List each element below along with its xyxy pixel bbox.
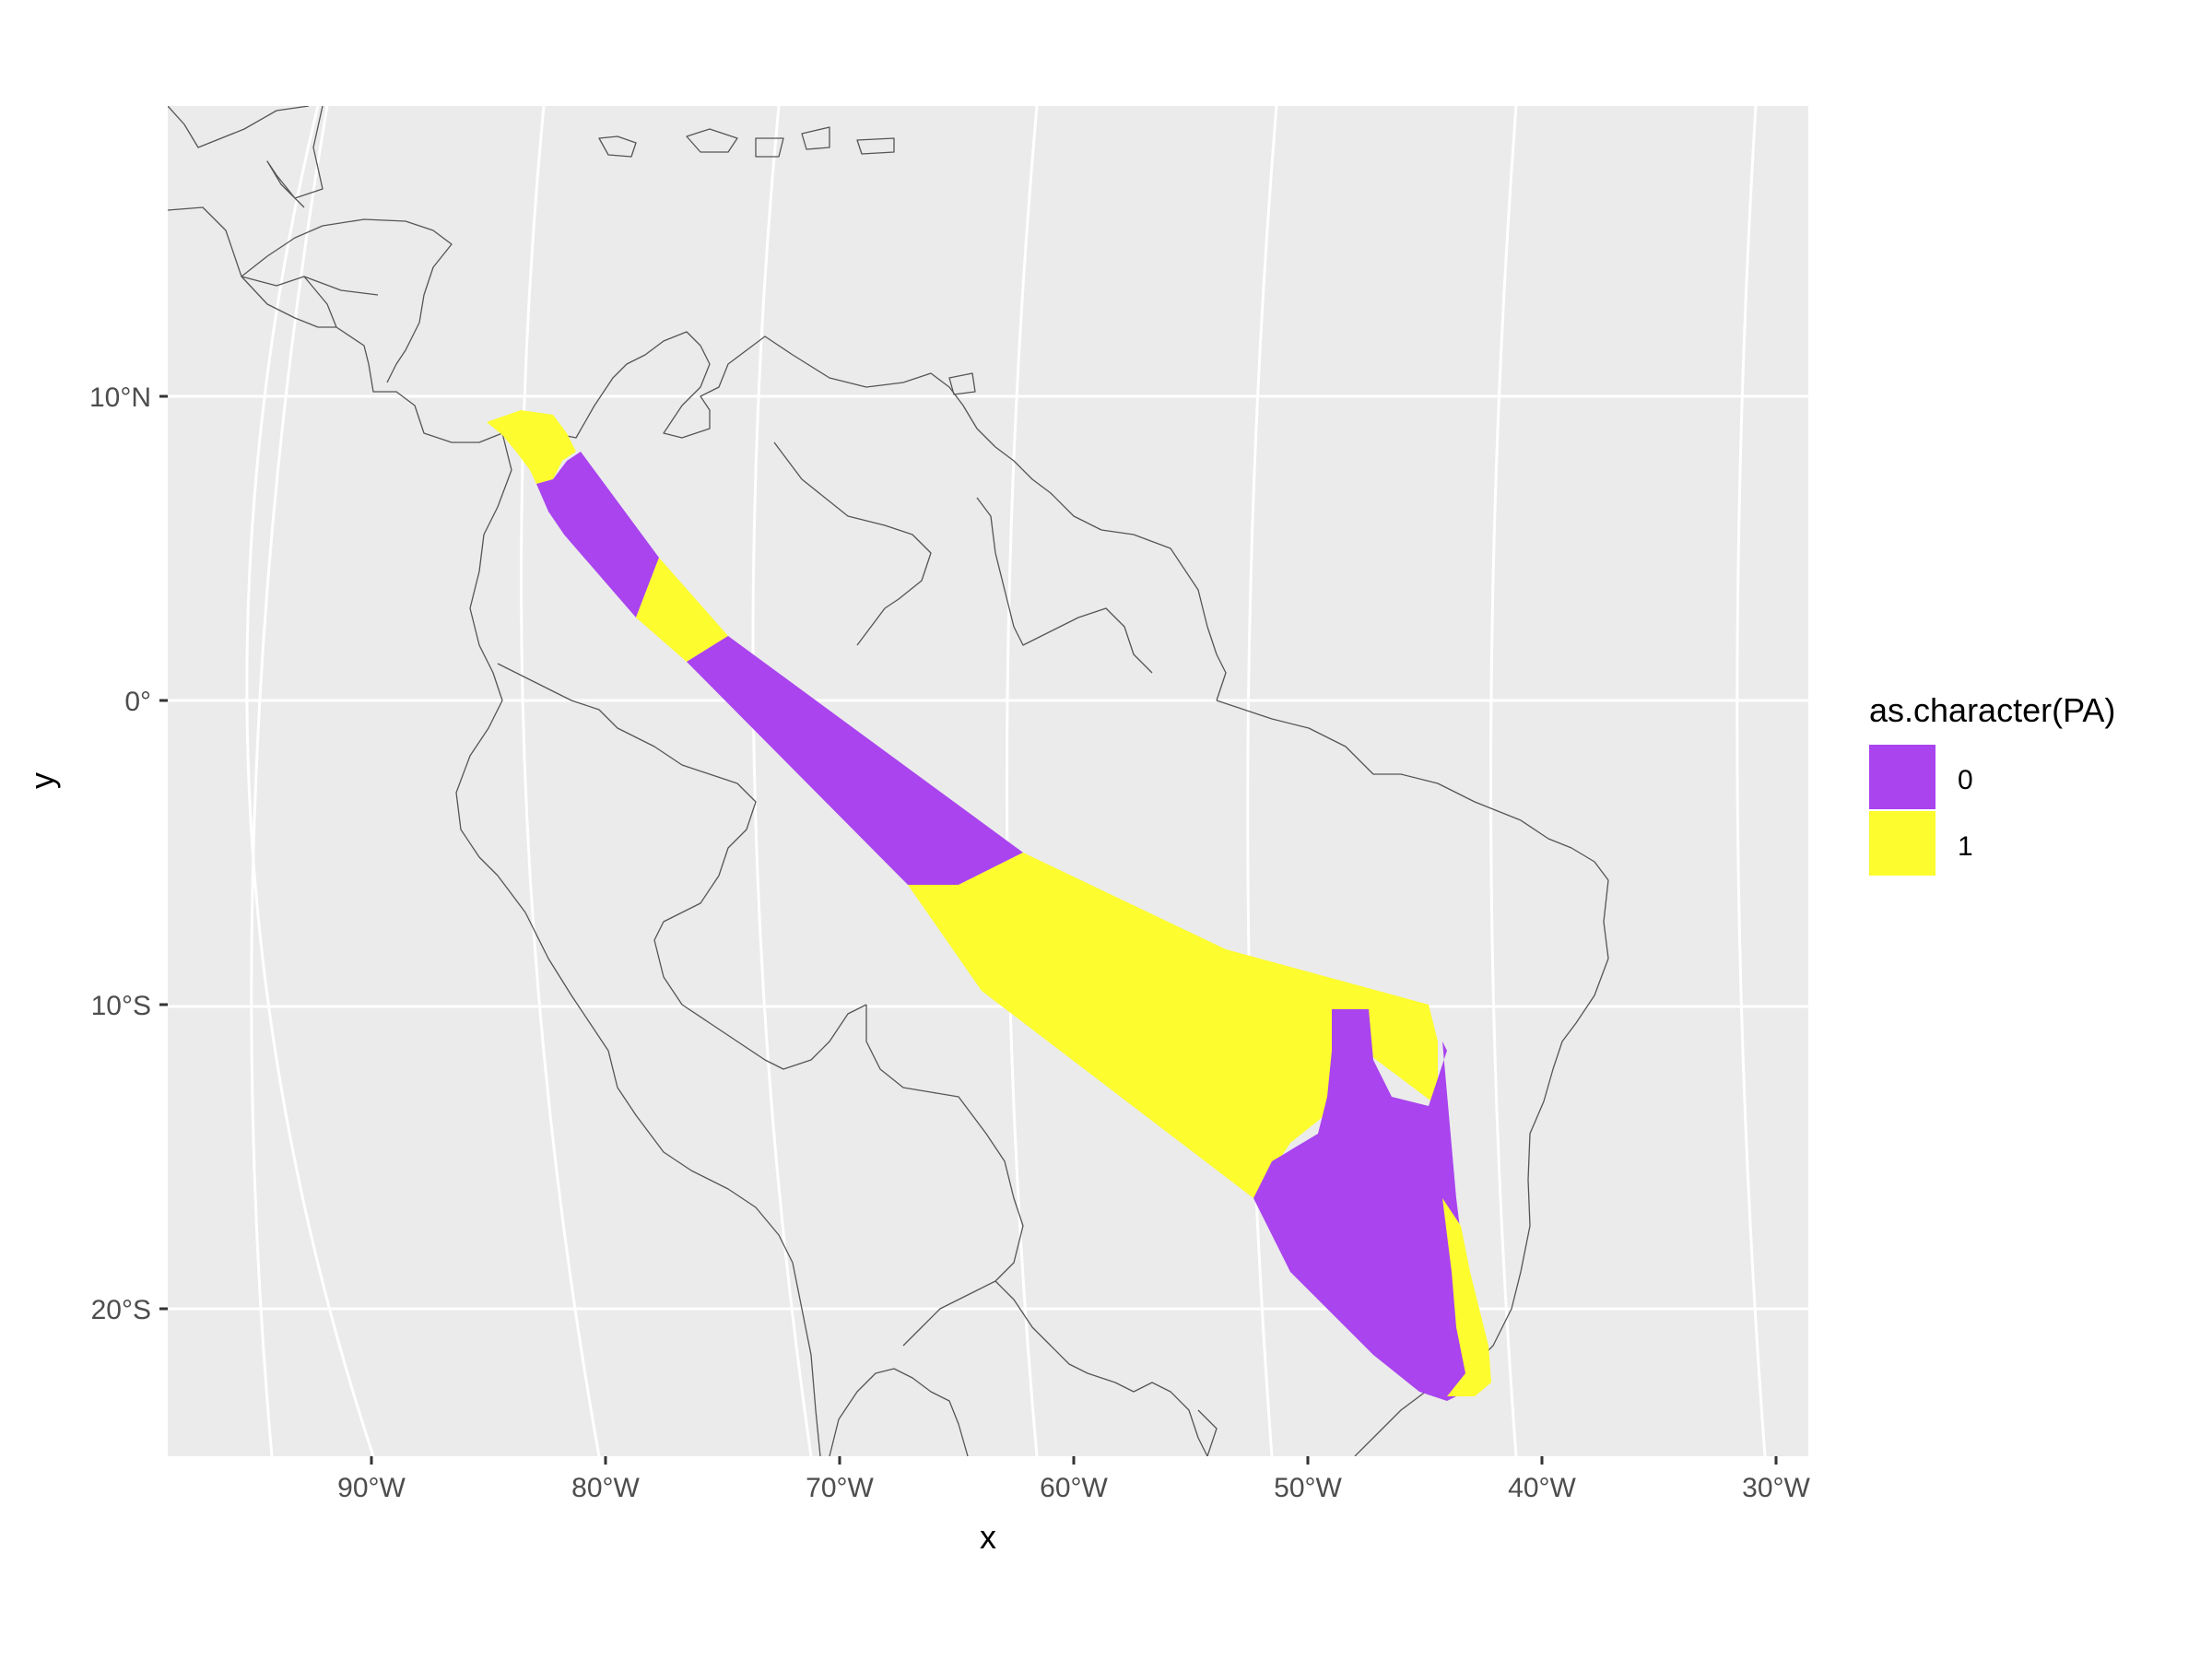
meridian-45w xyxy=(1489,106,1518,1456)
ecuador-peru xyxy=(455,432,794,1264)
x-tick-label-2: 70°W xyxy=(806,1473,874,1503)
transect-raster xyxy=(487,410,1491,1401)
argentina-bolivia xyxy=(829,1368,969,1456)
bolivia xyxy=(865,1005,1024,1347)
transect-segment-6 xyxy=(1253,1009,1484,1401)
chile-argentina xyxy=(792,1262,821,1456)
y-tick-label-3: 20°S xyxy=(91,1295,151,1325)
meridian-75w xyxy=(751,106,813,1456)
transect-segment-5 xyxy=(908,853,1438,1198)
y-axis-title: y xyxy=(23,772,61,789)
venezuela-interior xyxy=(773,441,932,646)
legend-key-0 xyxy=(1869,745,1936,809)
y-tick-label-1: 0° xyxy=(124,687,151,717)
meridian-85w xyxy=(520,106,601,1456)
guianas xyxy=(994,446,1227,701)
coastline-yucatan xyxy=(266,106,324,208)
x-tick-label-0: 90°W xyxy=(337,1473,406,1503)
x-axis-title: x xyxy=(980,1518,996,1556)
ecuador-colombia xyxy=(497,663,757,877)
brazil-north-border xyxy=(976,497,1153,674)
x-tick-label-6: 30°W xyxy=(1742,1473,1810,1503)
map-panel xyxy=(168,106,1808,1456)
meridian-65w xyxy=(1006,106,1039,1456)
cuba-fragment xyxy=(598,135,637,158)
meridian-95w xyxy=(250,106,329,1456)
caribbean-island-3 xyxy=(801,126,830,150)
central-america-west xyxy=(241,276,336,328)
central-america-north xyxy=(241,218,453,383)
brazil-coast-north xyxy=(1216,700,1609,881)
meridian-55w xyxy=(1246,106,1278,1456)
coastline-gulf xyxy=(168,206,379,296)
caribbean-island-2 xyxy=(755,137,784,158)
y-tick-label-2: 10°S xyxy=(91,991,151,1021)
x-tick-label-4: 50°W xyxy=(1274,1473,1342,1503)
x-tick-label-5: 40°W xyxy=(1508,1473,1576,1503)
transect-segment-2 xyxy=(536,452,659,618)
y-axis-ticks: 10°N 0° 10°S 20°S xyxy=(89,382,168,1325)
x-tick-label-1: 80°W xyxy=(571,1473,640,1503)
legend-label-0: 0 xyxy=(1958,765,1973,795)
legend-key-1 xyxy=(1869,811,1936,876)
transect-segment-3 xyxy=(636,558,728,662)
y-tick-label-0: 10°N xyxy=(89,382,151,413)
caribbean-islands xyxy=(686,128,738,153)
brazil-south xyxy=(1197,1409,1218,1456)
legend-title: as.character(PA) xyxy=(1869,691,2115,729)
paraguay xyxy=(994,1280,1208,1456)
x-tick-label-3: 60°W xyxy=(1040,1473,1108,1503)
coastline-mexico xyxy=(168,106,310,148)
legend-label-1: 1 xyxy=(1958,831,1973,862)
transect-segment-7 xyxy=(1442,1198,1491,1396)
colombia-venezuela xyxy=(515,331,996,448)
transect-segment-1 xyxy=(487,410,576,484)
caribbean-island-4 xyxy=(856,137,895,155)
x-axis-ticks: 90°W 80°W 70°W 60°W 50°W 40°W 30°W xyxy=(337,1456,1811,1503)
legend: as.character(PA) 0 1 xyxy=(1869,691,2115,876)
transect-segment-4 xyxy=(687,636,1023,885)
peru-brazil xyxy=(653,875,867,1070)
trinidad xyxy=(948,372,976,395)
meridian-35w xyxy=(1735,106,1767,1456)
